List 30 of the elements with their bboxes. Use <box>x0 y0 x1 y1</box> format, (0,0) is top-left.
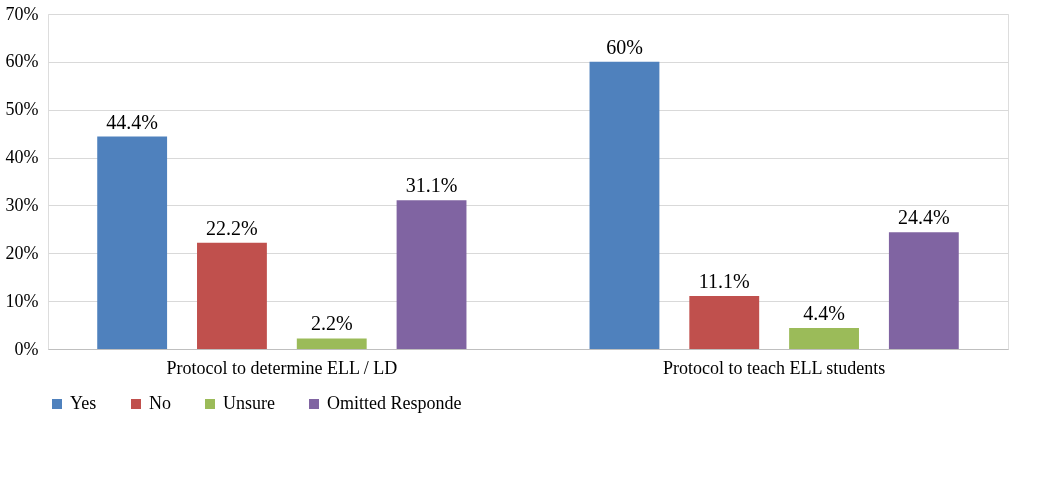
bar <box>97 136 168 349</box>
y-tick-label: 70% <box>5 3 39 24</box>
data-label: 44.4% <box>106 110 158 133</box>
y-tick-label: 60% <box>5 51 39 72</box>
data-label: 24.4% <box>898 206 950 229</box>
data-label: 22.2% <box>206 216 258 239</box>
bar <box>197 242 267 349</box>
bar <box>888 232 959 349</box>
y-tick-label: 40% <box>5 147 39 168</box>
data-label: 2.2% <box>310 312 353 335</box>
bar <box>689 295 760 349</box>
x-tick-label: Protocol to teach ELL students <box>663 357 886 378</box>
legend-label: Omitted Responde <box>327 393 462 413</box>
bar <box>396 200 467 349</box>
legend-label: Unsure <box>223 393 275 413</box>
y-tick-label: 20% <box>5 242 39 263</box>
y-tick-label: 30% <box>5 194 39 215</box>
bar <box>789 327 859 349</box>
data-label: 60% <box>606 35 643 58</box>
data-label: 11.1% <box>698 269 750 292</box>
data-label: 31.1% <box>405 174 458 197</box>
bar <box>296 338 367 349</box>
bar <box>589 61 660 349</box>
legend-label: Yes <box>70 393 97 413</box>
y-tick-label: 0% <box>14 338 39 359</box>
legend-label: No <box>149 393 171 413</box>
y-tick-label: 10% <box>5 290 39 311</box>
x-tick-label: Protocol to determine ELL / LD <box>166 357 398 378</box>
data-label: 4.4% <box>803 301 845 324</box>
y-tick-label: 50% <box>5 99 39 120</box>
